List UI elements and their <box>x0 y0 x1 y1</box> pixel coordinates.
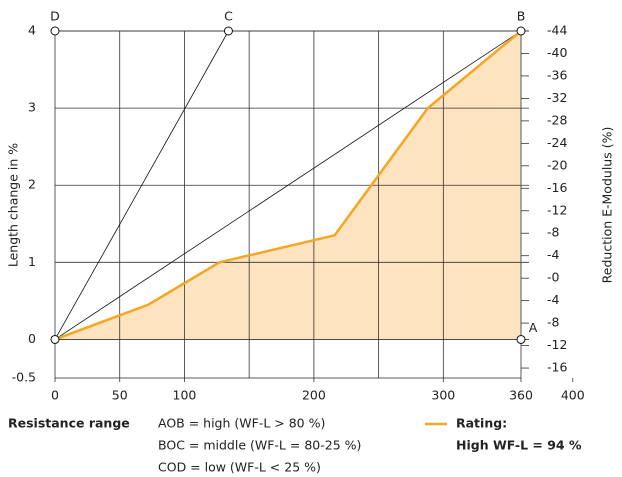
y-tick-label: 1 <box>28 254 36 269</box>
y2-tick-label: -16 <box>547 360 567 375</box>
reference-line <box>54 30 522 340</box>
y2-tick-label: -8 <box>547 315 560 330</box>
range-text: COD = low (WF-L < 25 %) <box>158 460 321 475</box>
y2-tick-label: -8 <box>547 225 560 240</box>
y2-tick-label: -40 <box>547 45 567 60</box>
y2-tick-label: -44 <box>547 23 567 38</box>
point-label: A <box>529 320 538 335</box>
point-label: C <box>224 9 233 24</box>
point <box>223 26 233 36</box>
y2-tick-label: -4 <box>547 292 560 307</box>
rating-text: High WF-L = 94 % <box>456 438 582 453</box>
y2-tick-label: -32 <box>547 90 567 105</box>
reference-line <box>54 30 229 340</box>
y-tick-label: 4 <box>28 23 36 38</box>
y2-tick-label: -12 <box>547 202 567 217</box>
x-tick-label: 300 <box>431 388 455 403</box>
x-tick-label: 200 <box>302 388 326 403</box>
y-tick-label: -0.5 <box>12 370 36 385</box>
y2-tick-label: -16 <box>547 180 567 195</box>
range-title: Resistance range <box>8 416 130 431</box>
point <box>516 334 526 344</box>
y2-tick-label: -4 <box>547 247 560 262</box>
y-axis-title: Length change in % <box>6 143 21 267</box>
y2-tick-label: -24 <box>547 135 567 150</box>
point <box>516 26 526 36</box>
y2-tick-label: -28 <box>547 112 567 127</box>
rating-line <box>54 30 522 341</box>
y2-tick-label: -12 <box>547 337 567 352</box>
y2-tick-label: -0 <box>547 270 560 285</box>
y2-tick-label: -20 <box>547 157 567 172</box>
y-tick-label: 0 <box>28 331 36 346</box>
x-tick-label: 0 <box>51 388 59 403</box>
x-tick-label: 360 <box>509 388 533 403</box>
point <box>50 26 60 36</box>
y-tick-label: 2 <box>28 177 36 192</box>
y2-tick-label: -36 <box>547 67 567 82</box>
y-tick-label: 3 <box>28 100 36 115</box>
point <box>50 334 60 344</box>
point-label: B <box>517 9 526 24</box>
x-tick-label: 100 <box>173 388 197 403</box>
y2-axis-title: Reduction E-Modulus (%) <box>600 127 615 284</box>
legend-label: Rating: <box>456 416 507 431</box>
point-label: D <box>50 9 60 24</box>
x-tick-label: 50 <box>112 388 128 403</box>
range-text: AOB = high (WF-L > 80 %) <box>158 416 325 431</box>
range-text: BOC = middle (WF-L = 80-25 %) <box>158 438 361 453</box>
plot-frame <box>54 30 522 379</box>
x-tick-label: 400 <box>561 388 585 403</box>
